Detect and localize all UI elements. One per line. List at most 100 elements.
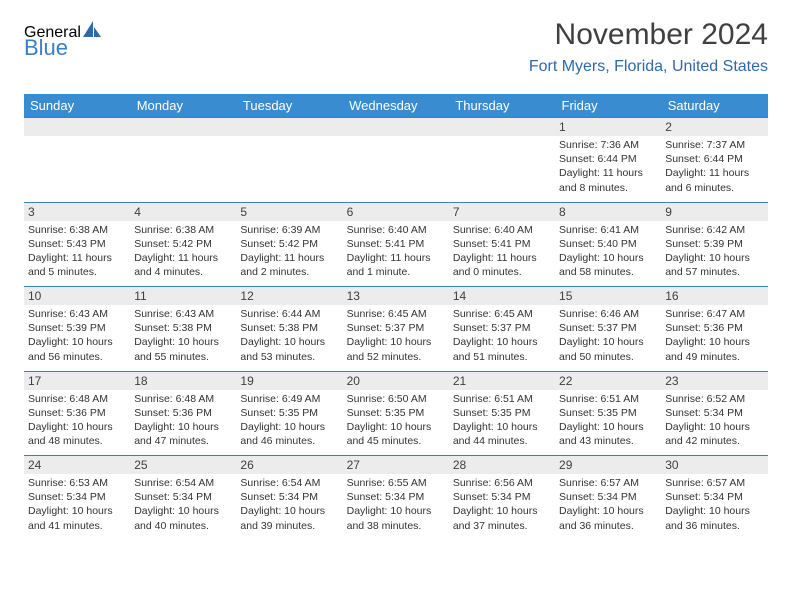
daynum-row: 3456789 bbox=[24, 202, 768, 221]
day2-text: and 48 minutes. bbox=[28, 434, 126, 448]
day-cell: Sunrise: 6:38 AMSunset: 5:42 PMDaylight:… bbox=[130, 221, 236, 287]
day2-text: and 47 minutes. bbox=[134, 434, 232, 448]
day2-text: and 38 minutes. bbox=[347, 519, 445, 533]
day1-text: Daylight: 10 hours bbox=[665, 420, 763, 434]
day2-text: and 8 minutes. bbox=[559, 181, 657, 195]
day2-text: and 36 minutes. bbox=[559, 519, 657, 533]
day-cell: Sunrise: 6:40 AMSunset: 5:41 PMDaylight:… bbox=[343, 221, 449, 287]
daynum-row: 12 bbox=[24, 118, 768, 137]
day-number: 8 bbox=[555, 202, 661, 221]
sunrise-text: Sunrise: 6:40 AM bbox=[347, 223, 445, 237]
day-cell: Sunrise: 6:56 AMSunset: 5:34 PMDaylight:… bbox=[449, 474, 555, 540]
day1-text: Daylight: 10 hours bbox=[28, 504, 126, 518]
day2-text: and 45 minutes. bbox=[347, 434, 445, 448]
day-number: 28 bbox=[449, 456, 555, 475]
detail-row: Sunrise: 6:53 AMSunset: 5:34 PMDaylight:… bbox=[24, 474, 768, 540]
day-cell: Sunrise: 6:45 AMSunset: 5:37 PMDaylight:… bbox=[449, 305, 555, 371]
location: Fort Myers, Florida, United States bbox=[529, 58, 768, 76]
sunset-text: Sunset: 5:41 PM bbox=[347, 237, 445, 251]
day-number bbox=[130, 118, 236, 137]
sunrise-text: Sunrise: 6:57 AM bbox=[665, 476, 763, 490]
sunset-text: Sunset: 5:34 PM bbox=[347, 490, 445, 504]
day1-text: Daylight: 11 hours bbox=[240, 251, 338, 265]
sunset-text: Sunset: 5:37 PM bbox=[347, 321, 445, 335]
day2-text: and 6 minutes. bbox=[665, 181, 763, 195]
day2-text: and 52 minutes. bbox=[347, 350, 445, 364]
day2-text: and 1 minute. bbox=[347, 265, 445, 279]
detail-row: Sunrise: 6:43 AMSunset: 5:39 PMDaylight:… bbox=[24, 305, 768, 371]
day-cell: Sunrise: 6:51 AMSunset: 5:35 PMDaylight:… bbox=[449, 390, 555, 456]
sunrise-text: Sunrise: 6:44 AM bbox=[240, 307, 338, 321]
day-number: 16 bbox=[661, 287, 767, 306]
day2-text: and 51 minutes. bbox=[453, 350, 551, 364]
day1-text: Daylight: 11 hours bbox=[665, 166, 763, 180]
day1-text: Daylight: 10 hours bbox=[240, 420, 338, 434]
day-cell bbox=[130, 136, 236, 202]
day-number: 13 bbox=[343, 287, 449, 306]
detail-row: Sunrise: 6:38 AMSunset: 5:43 PMDaylight:… bbox=[24, 221, 768, 287]
day1-text: Daylight: 10 hours bbox=[559, 335, 657, 349]
sunrise-text: Sunrise: 6:46 AM bbox=[559, 307, 657, 321]
col-sunday: Sunday bbox=[24, 94, 130, 118]
day-number: 27 bbox=[343, 456, 449, 475]
sunrise-text: Sunrise: 6:47 AM bbox=[665, 307, 763, 321]
sunrise-text: Sunrise: 6:54 AM bbox=[134, 476, 232, 490]
day-cell: Sunrise: 6:57 AMSunset: 5:34 PMDaylight:… bbox=[661, 474, 767, 540]
day-cell: Sunrise: 6:43 AMSunset: 5:38 PMDaylight:… bbox=[130, 305, 236, 371]
day-number: 25 bbox=[130, 456, 236, 475]
calendar-table: Sunday Monday Tuesday Wednesday Thursday… bbox=[24, 94, 768, 540]
day-cell: Sunrise: 6:53 AMSunset: 5:34 PMDaylight:… bbox=[24, 474, 130, 540]
day-cell bbox=[236, 136, 342, 202]
sunset-text: Sunset: 5:34 PM bbox=[665, 490, 763, 504]
day2-text: and 49 minutes. bbox=[665, 350, 763, 364]
sunrise-text: Sunrise: 7:36 AM bbox=[559, 138, 657, 152]
col-monday: Monday bbox=[130, 94, 236, 118]
sunset-text: Sunset: 5:35 PM bbox=[240, 406, 338, 420]
sunset-text: Sunset: 5:34 PM bbox=[28, 490, 126, 504]
sunset-text: Sunset: 5:35 PM bbox=[559, 406, 657, 420]
day1-text: Daylight: 10 hours bbox=[453, 504, 551, 518]
day-number bbox=[236, 118, 342, 137]
day-cell: Sunrise: 6:46 AMSunset: 5:37 PMDaylight:… bbox=[555, 305, 661, 371]
day1-text: Daylight: 10 hours bbox=[28, 335, 126, 349]
day1-text: Daylight: 10 hours bbox=[28, 420, 126, 434]
sunset-text: Sunset: 5:36 PM bbox=[28, 406, 126, 420]
day-number: 1 bbox=[555, 118, 661, 137]
day1-text: Daylight: 10 hours bbox=[559, 504, 657, 518]
day1-text: Daylight: 11 hours bbox=[28, 251, 126, 265]
day1-text: Daylight: 10 hours bbox=[134, 335, 232, 349]
day-number: 5 bbox=[236, 202, 342, 221]
day2-text: and 43 minutes. bbox=[559, 434, 657, 448]
col-thursday: Thursday bbox=[449, 94, 555, 118]
day-cell: Sunrise: 6:54 AMSunset: 5:34 PMDaylight:… bbox=[130, 474, 236, 540]
sunrise-text: Sunrise: 6:39 AM bbox=[240, 223, 338, 237]
sunrise-text: Sunrise: 7:37 AM bbox=[665, 138, 763, 152]
header: General Blue November 2024 Fort Myers, F… bbox=[24, 18, 768, 76]
day-cell: Sunrise: 6:44 AMSunset: 5:38 PMDaylight:… bbox=[236, 305, 342, 371]
sunset-text: Sunset: 5:42 PM bbox=[240, 237, 338, 251]
sunrise-text: Sunrise: 6:55 AM bbox=[347, 476, 445, 490]
sunset-text: Sunset: 5:36 PM bbox=[134, 406, 232, 420]
day2-text: and 46 minutes. bbox=[240, 434, 338, 448]
sunrise-text: Sunrise: 6:45 AM bbox=[347, 307, 445, 321]
sunset-text: Sunset: 6:44 PM bbox=[559, 152, 657, 166]
day-number: 4 bbox=[130, 202, 236, 221]
sunrise-text: Sunrise: 6:51 AM bbox=[453, 392, 551, 406]
calendar-header-row: Sunday Monday Tuesday Wednesday Thursday… bbox=[24, 94, 768, 118]
logo: General Blue bbox=[24, 18, 103, 62]
sunrise-text: Sunrise: 6:41 AM bbox=[559, 223, 657, 237]
sunset-text: Sunset: 5:34 PM bbox=[559, 490, 657, 504]
day1-text: Daylight: 11 hours bbox=[134, 251, 232, 265]
day-cell: Sunrise: 6:47 AMSunset: 5:36 PMDaylight:… bbox=[661, 305, 767, 371]
day-number bbox=[24, 118, 130, 137]
daynum-row: 24252627282930 bbox=[24, 456, 768, 475]
sunset-text: Sunset: 5:38 PM bbox=[134, 321, 232, 335]
sunrise-text: Sunrise: 6:42 AM bbox=[665, 223, 763, 237]
col-tuesday: Tuesday bbox=[236, 94, 342, 118]
day-cell: Sunrise: 6:45 AMSunset: 5:37 PMDaylight:… bbox=[343, 305, 449, 371]
day-number: 11 bbox=[130, 287, 236, 306]
day-cell: Sunrise: 6:50 AMSunset: 5:35 PMDaylight:… bbox=[343, 390, 449, 456]
day2-text: and 56 minutes. bbox=[28, 350, 126, 364]
day-number: 20 bbox=[343, 371, 449, 390]
sunrise-text: Sunrise: 6:57 AM bbox=[559, 476, 657, 490]
